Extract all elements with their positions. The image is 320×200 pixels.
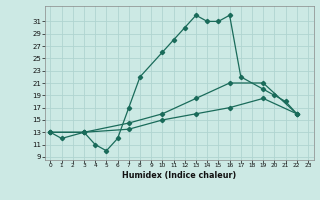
X-axis label: Humidex (Indice chaleur): Humidex (Indice chaleur)	[122, 171, 236, 180]
